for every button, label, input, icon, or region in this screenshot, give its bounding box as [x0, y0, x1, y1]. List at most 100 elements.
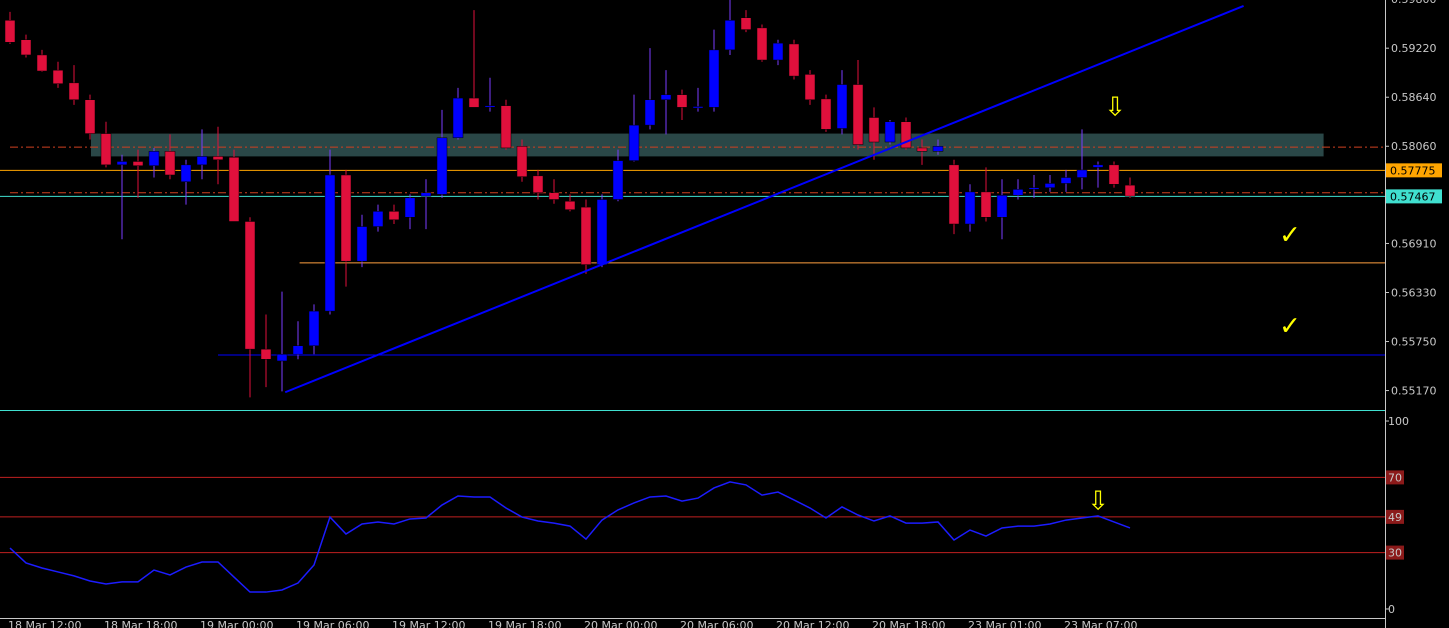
candle-body	[1060, 177, 1072, 184]
x-tick-label: 19 Mar 06:00	[296, 619, 369, 628]
candle-body	[724, 20, 736, 51]
level-label-box	[1386, 470, 1404, 485]
candle-body	[836, 84, 848, 129]
candle-body	[980, 191, 992, 218]
candle-body	[420, 192, 432, 197]
annotation: ✓	[1279, 312, 1301, 342]
candle-body	[676, 94, 688, 108]
candle-body	[356, 226, 368, 262]
x-tick-label: 20 Mar 12:00	[776, 619, 849, 628]
candle-body	[1092, 164, 1104, 168]
x-tick-label: 19 Mar 00:00	[200, 619, 273, 628]
x-tick-label: 23 Mar 07:00	[1064, 619, 1137, 628]
candle-body	[4, 20, 16, 43]
candle-body	[932, 145, 944, 152]
candle-body	[660, 94, 672, 101]
candle-body	[388, 211, 400, 221]
candle-body	[228, 156, 240, 222]
annotation: ⇩	[1087, 487, 1109, 517]
candle-body	[52, 69, 64, 84]
candle-body	[1044, 183, 1056, 188]
candle-body	[708, 49, 720, 108]
candle-body	[628, 124, 640, 161]
candle-body	[500, 105, 512, 149]
candle-body	[772, 42, 784, 61]
candle-body	[404, 197, 416, 218]
candle-body	[820, 98, 832, 130]
candle-body	[212, 156, 224, 161]
candle-body	[20, 39, 32, 56]
candle-body	[692, 106, 704, 109]
candle-body	[516, 145, 528, 177]
candle-body	[484, 105, 496, 108]
x-tick-label: 20 Mar 06:00	[680, 619, 753, 628]
y-tick-label: 0	[1388, 603, 1395, 616]
candle-body	[244, 221, 256, 350]
candle-body	[452, 97, 464, 139]
candle-body	[788, 43, 800, 77]
x-tick-label: 20 Mar 00:00	[584, 619, 657, 628]
candle-body	[916, 147, 928, 152]
candle-body	[868, 117, 880, 143]
candle-body	[36, 54, 48, 72]
candle-body	[148, 151, 160, 166]
price-label: 0.57467	[1390, 190, 1436, 203]
candle-body	[292, 345, 304, 355]
candle-body	[532, 175, 544, 193]
x-tick-label: 19 Mar 18:00	[488, 619, 561, 628]
candle-body	[116, 161, 128, 166]
rsi-line	[9, 481, 1131, 593]
y-tick-label: 0.58640	[1391, 91, 1437, 104]
candle-body	[740, 17, 752, 30]
candle-body	[196, 156, 208, 166]
x-tick-label: 23 Mar 01:00	[968, 619, 1041, 628]
candle-body	[84, 99, 96, 134]
candle-body	[612, 160, 624, 200]
price-label-box	[1386, 163, 1442, 178]
x-tick-label: 20 Mar 18:00	[872, 619, 945, 628]
annotation: ✓	[1279, 221, 1301, 251]
candle-body	[852, 84, 864, 145]
candle-body	[884, 121, 896, 143]
candle-body	[996, 195, 1008, 218]
candle-body	[564, 200, 576, 210]
candle-body	[580, 206, 592, 265]
candle-body	[596, 199, 608, 265]
candle-body	[644, 99, 656, 126]
candle-body	[548, 192, 560, 200]
candle-body	[340, 174, 352, 262]
y-tick-label: 0.59800	[1391, 0, 1437, 6]
candle-body	[468, 97, 480, 108]
candle-body	[132, 161, 144, 166]
candle-body	[964, 191, 976, 225]
price-label-box	[1386, 189, 1442, 204]
candle-body	[308, 310, 320, 347]
candle-body	[372, 211, 384, 227]
candle-body	[164, 151, 176, 176]
x-tick-label: 19 Mar 12:00	[392, 619, 465, 628]
candle-body	[276, 353, 288, 362]
candle-body	[1076, 169, 1088, 178]
candle-body	[180, 164, 192, 183]
supply-demand-zone	[90, 133, 1324, 157]
candle-body	[260, 348, 272, 360]
candle-body	[900, 121, 912, 149]
y-tick-label: 100	[1388, 415, 1409, 428]
price-label: 0.57775	[1390, 164, 1436, 177]
candle-body	[1124, 184, 1136, 197]
trendline	[284, 4, 1244, 394]
y-tick-label: 0.56910	[1391, 237, 1437, 250]
annotation: ⇩	[1104, 93, 1126, 123]
candle-body	[756, 27, 768, 61]
y-tick-label: 30	[1388, 547, 1402, 560]
candle-body	[1028, 187, 1040, 190]
candle-body	[1012, 189, 1024, 196]
x-tick-label: 18 Mar 18:00	[104, 619, 177, 628]
candle-body	[1108, 164, 1120, 185]
candle-body	[68, 82, 80, 101]
y-tick-label: 0.59220	[1391, 42, 1437, 55]
y-tick-label: 0.55170	[1391, 385, 1437, 398]
candle-body	[948, 164, 960, 225]
